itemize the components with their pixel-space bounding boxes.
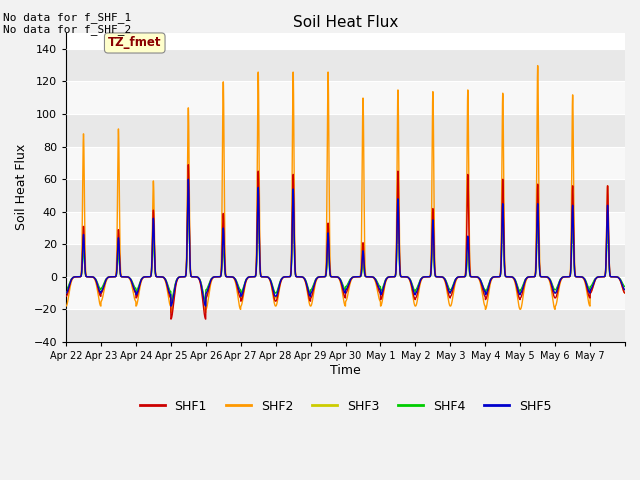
Title: Soil Heat Flux: Soil Heat Flux xyxy=(293,15,398,30)
Text: TZ_fmet: TZ_fmet xyxy=(108,36,161,49)
Bar xyxy=(66,309,625,342)
Y-axis label: Soil Heat Flux: Soil Heat Flux xyxy=(15,144,28,230)
Text: No data for f_SHF_2: No data for f_SHF_2 xyxy=(3,24,131,35)
Bar xyxy=(66,82,625,114)
Bar xyxy=(66,244,625,277)
Bar xyxy=(66,179,625,212)
Bar xyxy=(66,114,625,146)
Text: No data for f_SHF_1: No data for f_SHF_1 xyxy=(3,12,131,23)
Bar xyxy=(66,277,625,309)
Bar xyxy=(66,49,625,82)
Legend: SHF1, SHF2, SHF3, SHF4, SHF5: SHF1, SHF2, SHF3, SHF4, SHF5 xyxy=(134,395,557,418)
Bar xyxy=(66,212,625,244)
X-axis label: Time: Time xyxy=(330,364,361,377)
Bar xyxy=(66,146,625,179)
